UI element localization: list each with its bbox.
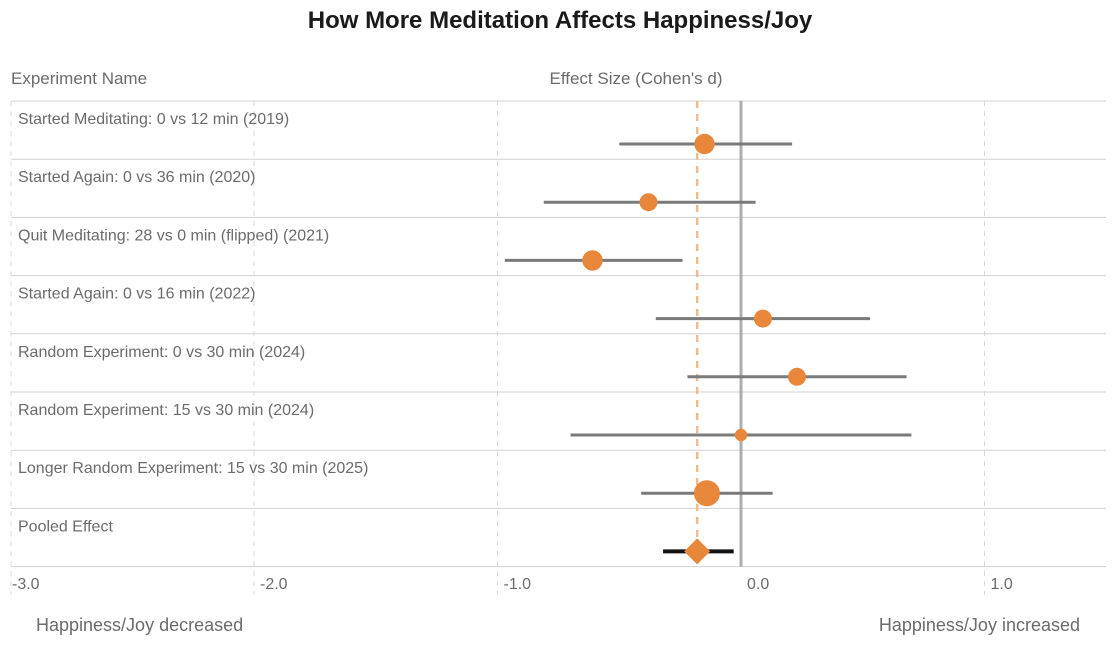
experiment-label: Started Again: 0 vs 16 min (2022)	[18, 286, 255, 303]
experiment-label: Random Experiment: 15 vs 30 min (2024)	[18, 402, 314, 419]
effect-point	[788, 367, 807, 386]
effect-point	[693, 480, 720, 507]
effect-point	[582, 250, 603, 271]
effect-point	[694, 133, 715, 155]
x-axis-title: Effect Size (Cohen's d)	[549, 69, 722, 88]
right-direction-label: Happiness/Joy increased	[879, 615, 1080, 635]
row-layer: Started Meditating: 0 vs 12 min (2019) St…	[11, 100, 1106, 568]
effect-point	[734, 428, 748, 442]
experiment-label: Longer Random Experiment: 15 vs 30 min (…	[18, 460, 368, 477]
pooled-effect-diamond	[684, 538, 711, 565]
tick-label: 0.0	[747, 576, 769, 593]
tick-label: 1.0	[991, 576, 1013, 593]
tick-label: -2.0	[260, 576, 288, 593]
experiment-label: Quit Meditating: 28 vs 0 min (flipped) (…	[18, 227, 329, 244]
label-column-header: Experiment Name	[11, 69, 147, 88]
x-axis-ticks: -3.0 -2.0 -1.0 0.0 1.0	[12, 576, 1013, 593]
chart-title: How More Meditation Affects Happiness/Jo…	[308, 7, 813, 34]
pooled-label: Pooled Effect	[18, 518, 113, 535]
experiment-label: Started Again: 0 vs 36 min (2020)	[18, 169, 255, 186]
tick-label: -3.0	[12, 576, 40, 593]
experiment-label: Started Meditating: 0 vs 12 min (2019)	[18, 111, 289, 128]
effect-point	[753, 309, 772, 328]
left-direction-label: Happiness/Joy decreased	[36, 615, 243, 635]
experiment-label: Random Experiment: 0 vs 30 min (2024)	[18, 344, 305, 361]
marks-layer	[504, 133, 912, 565]
effect-point	[639, 193, 658, 212]
reference-lines	[695, 101, 743, 567]
grid-layer	[10, 101, 985, 595]
tick-label: -1.0	[504, 576, 532, 593]
